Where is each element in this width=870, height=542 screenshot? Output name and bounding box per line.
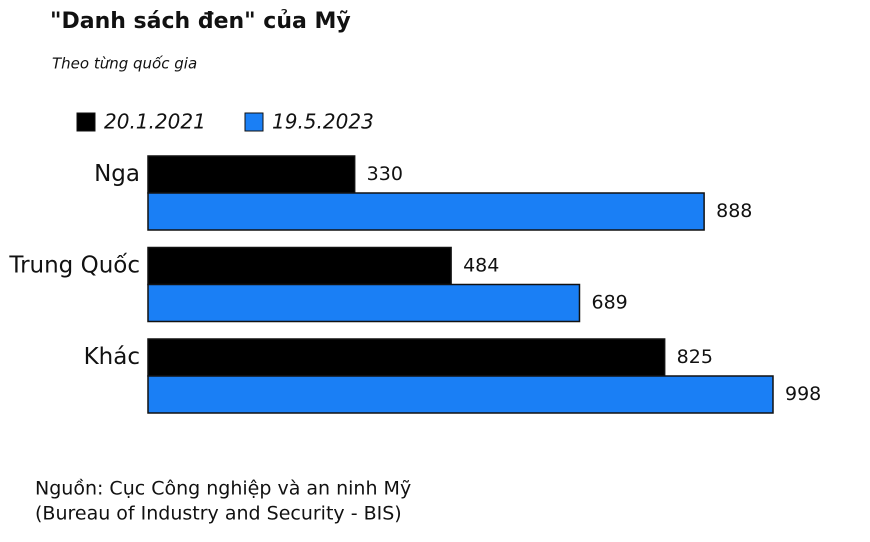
value-label: 888: [716, 200, 752, 222]
value-label: 689: [591, 292, 627, 314]
bar: [147, 192, 705, 231]
category-label: Nga: [94, 161, 140, 187]
source: Nguồn: Cục Công nghiệp và an ninh Mỹ: [35, 478, 411, 500]
category-label: Khác: [84, 344, 140, 370]
legend-swatch: [76, 112, 96, 132]
legend-swatch: [244, 112, 264, 132]
chart-title: "Danh sách đen" của Mỹ: [50, 9, 351, 34]
bar: [147, 155, 356, 194]
value-label: 330: [367, 163, 403, 185]
bar: [147, 283, 581, 323]
source: (Bureau of Industry and Security - BIS): [35, 503, 402, 525]
chart-subtitle: Theo từng quốc gia: [52, 55, 197, 73]
bar: [147, 246, 452, 286]
bar: [147, 375, 774, 414]
value-label: 998: [785, 383, 821, 405]
value-label: 825: [677, 346, 713, 368]
category-label: Trung Quốc: [8, 253, 140, 279]
value-label: 484: [463, 255, 499, 277]
bar: [147, 338, 666, 377]
legend-label: 19.5.2023: [272, 110, 374, 134]
legend-label: 20.1.2021: [104, 110, 206, 134]
